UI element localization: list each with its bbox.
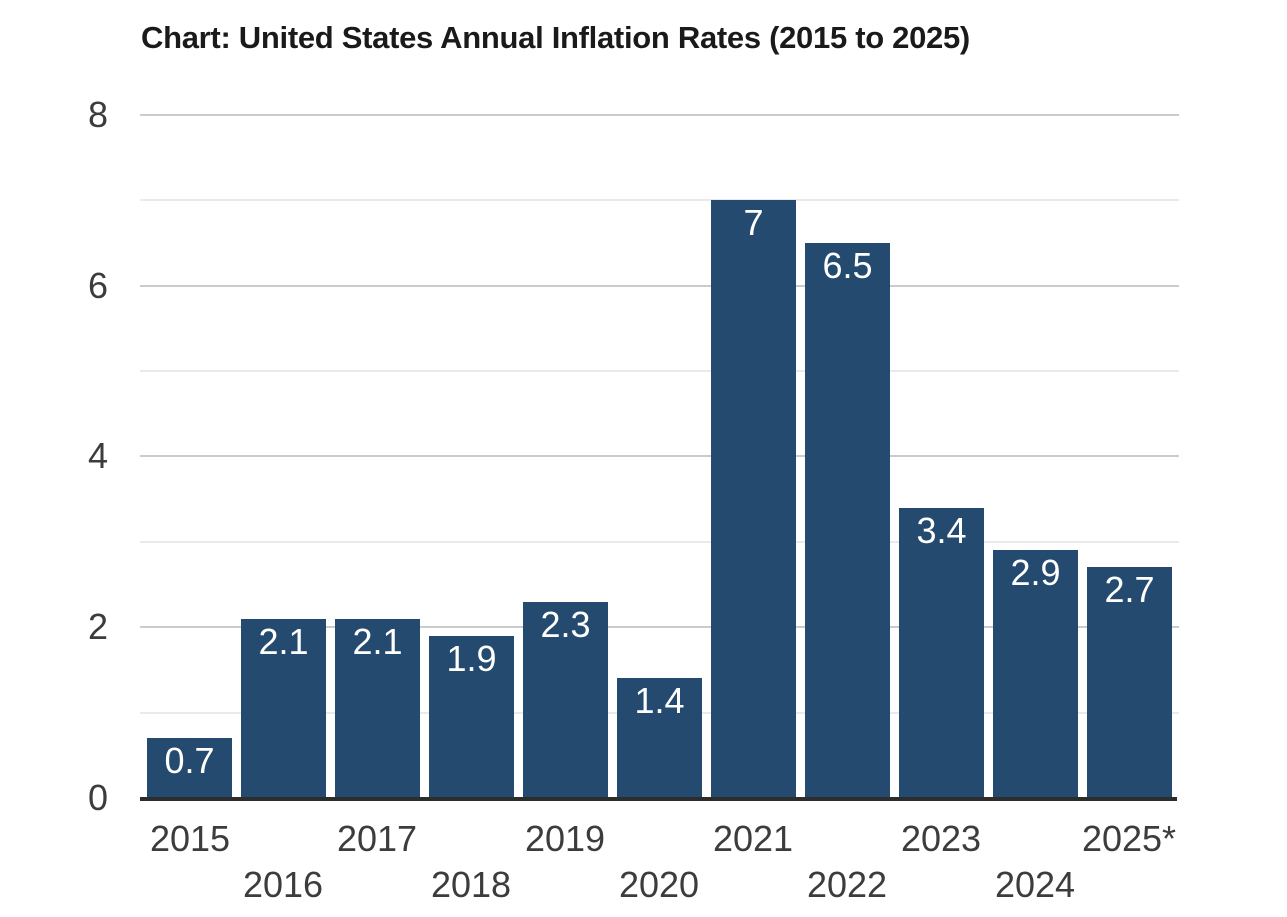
y-tick-label: 0 <box>87 777 108 818</box>
y-tick-label: 2 <box>87 606 108 648</box>
x-tick-label: 2015 <box>149 818 231 859</box>
x-axis-line <box>140 797 1177 801</box>
y-tick-label: 8 <box>87 93 108 135</box>
bar-value-label: 7 <box>743 202 764 243</box>
bar-value-label: 1.4 <box>634 680 685 721</box>
x-tick-label: 2016 <box>242 864 324 905</box>
bar-value-label: 2.9 <box>1010 552 1061 593</box>
y-major-gridline <box>140 113 1179 116</box>
bar-2022: 6.5 <box>805 243 890 798</box>
bar-2016: 2.1 <box>241 619 326 798</box>
bar-value-label: 2.1 <box>258 621 309 662</box>
bar-2015: 0.7 <box>147 738 232 798</box>
bar-2023: 3.4 <box>899 508 984 798</box>
bar-value-label: 2.7 <box>1104 569 1155 610</box>
y-major-gridline <box>140 626 1179 629</box>
bar-2025*: 2.7 <box>1087 567 1172 798</box>
bar-value-label: 6.5 <box>822 245 873 286</box>
x-tick-label: 2021 <box>712 818 794 859</box>
y-major-gridline <box>140 455 1179 458</box>
x-tick-label: 2019 <box>524 818 606 859</box>
x-tick-label: 2022 <box>806 864 888 905</box>
bar-value-label: 0.7 <box>164 740 215 781</box>
y-major-gridline <box>140 284 1179 287</box>
x-tick-label: 2018 <box>430 864 512 905</box>
y-tick-label: 6 <box>87 264 108 306</box>
y-minor-gridline <box>140 370 1179 372</box>
bar-value-label: 2.3 <box>540 604 591 645</box>
bar-2019: 2.3 <box>523 602 608 798</box>
x-tick-label: 2017 <box>336 818 418 859</box>
bar-2021: 7 <box>711 200 796 798</box>
bar-2020: 1.4 <box>617 678 702 798</box>
x-tick-label: 2024 <box>994 864 1076 905</box>
bar-value-label: 1.9 <box>446 638 497 679</box>
bar-value-label: 3.4 <box>916 510 967 551</box>
y-minor-gridline <box>140 199 1179 202</box>
y-minor-gridline <box>140 540 1179 543</box>
bar-2017: 2.1 <box>335 619 420 798</box>
chart-title: Chart: United States Annual Inflation Ra… <box>141 20 970 55</box>
x-tick-label: 2020 <box>618 864 700 905</box>
y-tick-label: 4 <box>87 435 108 477</box>
bar-value-label: 2.1 <box>352 621 403 662</box>
x-tick-label: 2025* <box>1081 818 1177 859</box>
x-tick-label: 2023 <box>900 818 982 859</box>
bar-2024: 2.9 <box>993 550 1078 798</box>
bar-2018: 1.9 <box>429 636 514 798</box>
